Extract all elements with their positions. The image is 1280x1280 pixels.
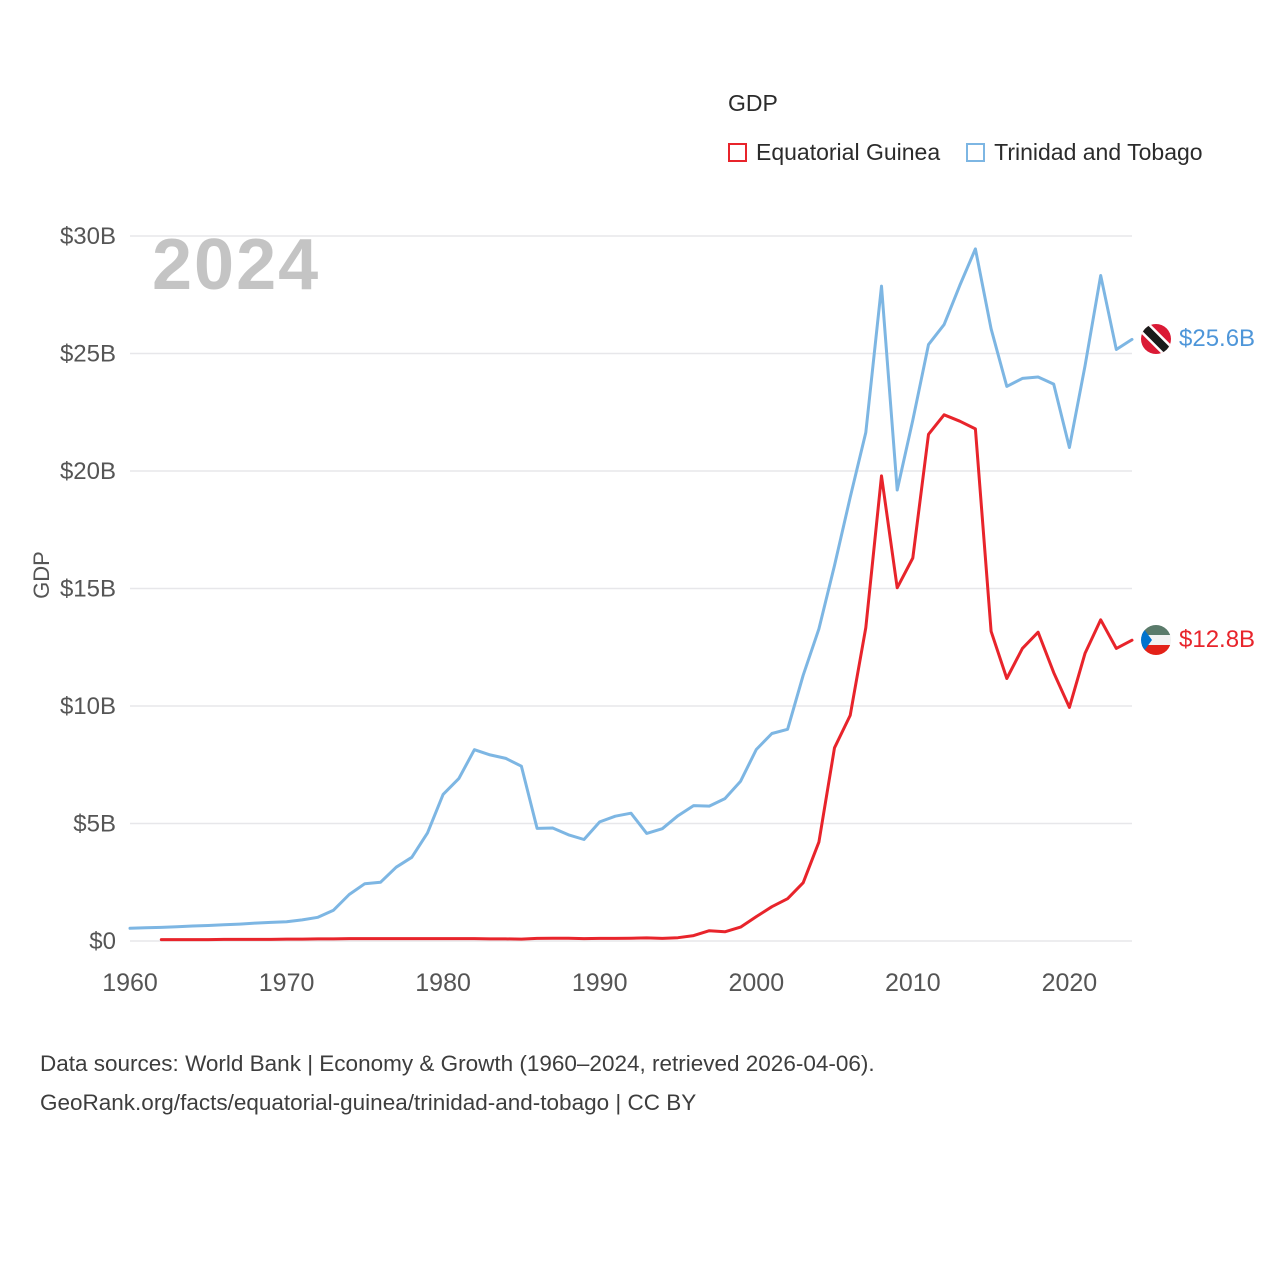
- source-url-line: GeoRank.org/facts/equatorial-guinea/trin…: [40, 1090, 697, 1115]
- x-tick-label: 1960: [102, 969, 158, 997]
- y-tick-label: $5B: [73, 811, 116, 838]
- x-tick-label: 2000: [728, 969, 784, 997]
- y-tick-label: $25B: [60, 341, 116, 368]
- end-label-equatorial-guinea: $12.8B: [1141, 624, 1255, 656]
- y-tick-label: $0: [89, 928, 116, 955]
- y-tick-label: $10B: [60, 693, 116, 720]
- x-tick-label: 1970: [259, 969, 315, 997]
- x-tick-label: 2020: [1042, 969, 1098, 997]
- attribution: Data sources: World Bank | Economy & Gro…: [40, 1044, 875, 1122]
- end-value-trinidad-and-tobago: $25.6B: [1179, 325, 1256, 352]
- y-tick-label: $20B: [60, 458, 116, 485]
- legend-item-equatorial-guinea[interactable]: Equatorial Guinea: [728, 139, 940, 166]
- x-tick-label: 2010: [885, 969, 941, 997]
- y-tick-label: $30B: [60, 223, 116, 250]
- x-tick-label: 1990: [572, 969, 628, 997]
- legend-swatch-equatorial-guinea: [728, 143, 747, 162]
- trinidad-and-tobago-flag-icon: [1141, 324, 1171, 354]
- series-line-equatorial-guinea: [159, 413, 1134, 942]
- legend-swatch-trinidad-and-tobago: [966, 143, 986, 162]
- watermark-year: 2024: [152, 225, 321, 305]
- legend-item-trinidad-and-tobago[interactable]: Trinidad and Tobago: [966, 139, 1203, 166]
- end-value-equatorial-guinea: $12.8B: [1179, 626, 1256, 653]
- y-tick-label: $15B: [60, 576, 116, 603]
- end-label-trinidad-and-tobago: $25.6B: [1141, 323, 1255, 355]
- legend-title: GDP: [728, 90, 778, 116]
- equatorial-guinea-flag-icon: [1141, 625, 1171, 655]
- series-line-trinidad-and-tobago: [128, 247, 1134, 930]
- legend-label-trinidad-and-tobago: Trinidad and Tobago: [994, 139, 1203, 165]
- legend-label-equatorial-guinea: Equatorial Guinea: [756, 139, 941, 165]
- chart-legend: GDP Equatorial Guinea Trinidad and Tobag…: [728, 90, 1203, 166]
- data-sources-line: Data sources: World Bank | Economy & Gro…: [40, 1051, 875, 1076]
- x-tick-label: 1980: [415, 969, 471, 997]
